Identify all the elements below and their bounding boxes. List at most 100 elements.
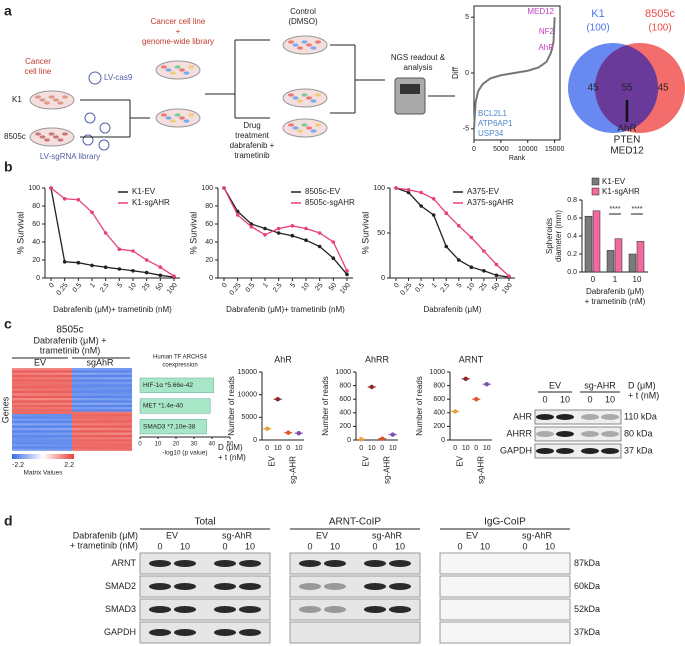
heatmap-cell <box>22 395 32 398</box>
label: LV-cas9 <box>104 73 133 82</box>
heatmap-cell <box>62 402 72 405</box>
band <box>536 448 554 454</box>
point <box>158 265 163 270</box>
heatmap-cell <box>22 420 32 424</box>
band <box>536 431 554 437</box>
label: 52kDa <box>574 604 600 614</box>
heatmap-cell <box>12 443 22 447</box>
heatmap-cell <box>92 402 102 405</box>
x-tick-label: 1 <box>613 275 618 284</box>
label: AhR <box>617 124 636 135</box>
heatmap-cell <box>62 439 72 442</box>
label: (DMSO) <box>288 17 318 26</box>
x-tick-label: 5000 <box>493 146 509 153</box>
point <box>482 269 486 273</box>
y-tick-label: 5 <box>465 14 469 21</box>
heatmap-cell <box>82 407 92 410</box>
x-tick-label: 10 <box>128 282 138 293</box>
heatmap-cell <box>62 379 72 382</box>
label: 10 <box>330 541 340 551</box>
heatmap-cell <box>12 368 22 371</box>
bar <box>139 419 207 435</box>
legend-label: K1-sgAHR <box>132 198 170 207</box>
heatmap-cell <box>112 384 122 387</box>
blot <box>439 598 571 621</box>
heatmap-cell <box>92 386 102 389</box>
legend-label: K1-sgAHR <box>602 187 640 196</box>
heatmap-cell <box>12 418 22 421</box>
y-tick-label: 60 <box>32 221 40 228</box>
heatmap-cell <box>112 446 122 449</box>
heatmap-cell <box>22 381 32 385</box>
bar <box>584 215 593 273</box>
y-tick-label: 0.0 <box>567 269 577 276</box>
sequencer-screen <box>400 84 420 94</box>
band <box>214 583 236 590</box>
heatmap-cell <box>72 407 82 410</box>
heatmap-cell <box>102 370 112 373</box>
y-tick-label: 50 <box>377 230 385 237</box>
cell <box>188 65 194 69</box>
cell <box>301 40 308 44</box>
heatmap-cell <box>82 411 92 415</box>
heatmap-cell <box>102 391 112 394</box>
heatmap-cell <box>52 425 62 428</box>
heatmap-cell <box>72 432 82 435</box>
y-tick-label: 0 <box>209 275 213 282</box>
heatmap-cell <box>12 384 22 387</box>
heatmap-cell <box>22 446 32 449</box>
heatmap-cell <box>32 411 42 415</box>
heatmap-cell <box>122 377 132 380</box>
x-tick-label: 100 <box>501 282 514 296</box>
y-tick-label: 20 <box>32 257 40 264</box>
dish <box>155 108 201 128</box>
dot <box>359 437 364 442</box>
label: 0 <box>222 541 227 551</box>
heatmap-cell <box>32 395 42 398</box>
heatmap-cell <box>72 400 82 403</box>
heatmap-cell <box>72 388 82 392</box>
x-tick-label: 10 <box>295 445 303 452</box>
heatmap-cell <box>42 437 52 440</box>
heatmap-cell <box>42 407 52 410</box>
y-tick-label: 1000 <box>335 369 351 376</box>
heatmap-cell <box>32 427 42 431</box>
heatmap-cell <box>22 386 32 389</box>
heatmap-cell <box>12 420 22 424</box>
heatmap-cell <box>92 443 102 447</box>
label: cell line <box>25 67 52 76</box>
heatmap-cell <box>22 437 32 440</box>
label: Diff <box>451 66 460 79</box>
point <box>76 260 81 265</box>
blot <box>534 426 622 442</box>
heatmap-cell <box>122 397 132 401</box>
point <box>103 265 108 270</box>
dish <box>155 60 201 80</box>
heatmap-cell <box>32 393 42 396</box>
x-tick-label: 50 <box>491 282 501 293</box>
heatmap-cell <box>92 381 102 385</box>
heatmap-cell <box>62 386 72 389</box>
label: AhRR <box>365 354 390 364</box>
heatmap-cell <box>112 397 122 401</box>
heatmap-cell <box>32 425 42 428</box>
heatmap-cell <box>42 368 52 371</box>
point <box>276 231 281 235</box>
band <box>239 560 261 567</box>
y-tick-label: 100 <box>373 185 385 192</box>
heatmap-cell <box>42 409 52 412</box>
cell <box>292 43 299 47</box>
heatmap-cell <box>82 377 92 380</box>
heatmap-cell <box>22 439 32 442</box>
y-tick-label: 0 <box>347 437 351 444</box>
band <box>149 606 171 613</box>
heatmap-cell <box>52 374 62 378</box>
virus <box>84 112 96 124</box>
label: Dabrafenib (μM) <box>586 287 644 296</box>
heatmap-cell <box>92 395 102 398</box>
annotation: MED12 <box>527 7 554 16</box>
heatmap-cell <box>112 430 122 433</box>
heatmap-cell <box>72 370 82 373</box>
heatmap-cell <box>112 388 122 392</box>
label: + trametinib (nM) <box>585 297 646 306</box>
